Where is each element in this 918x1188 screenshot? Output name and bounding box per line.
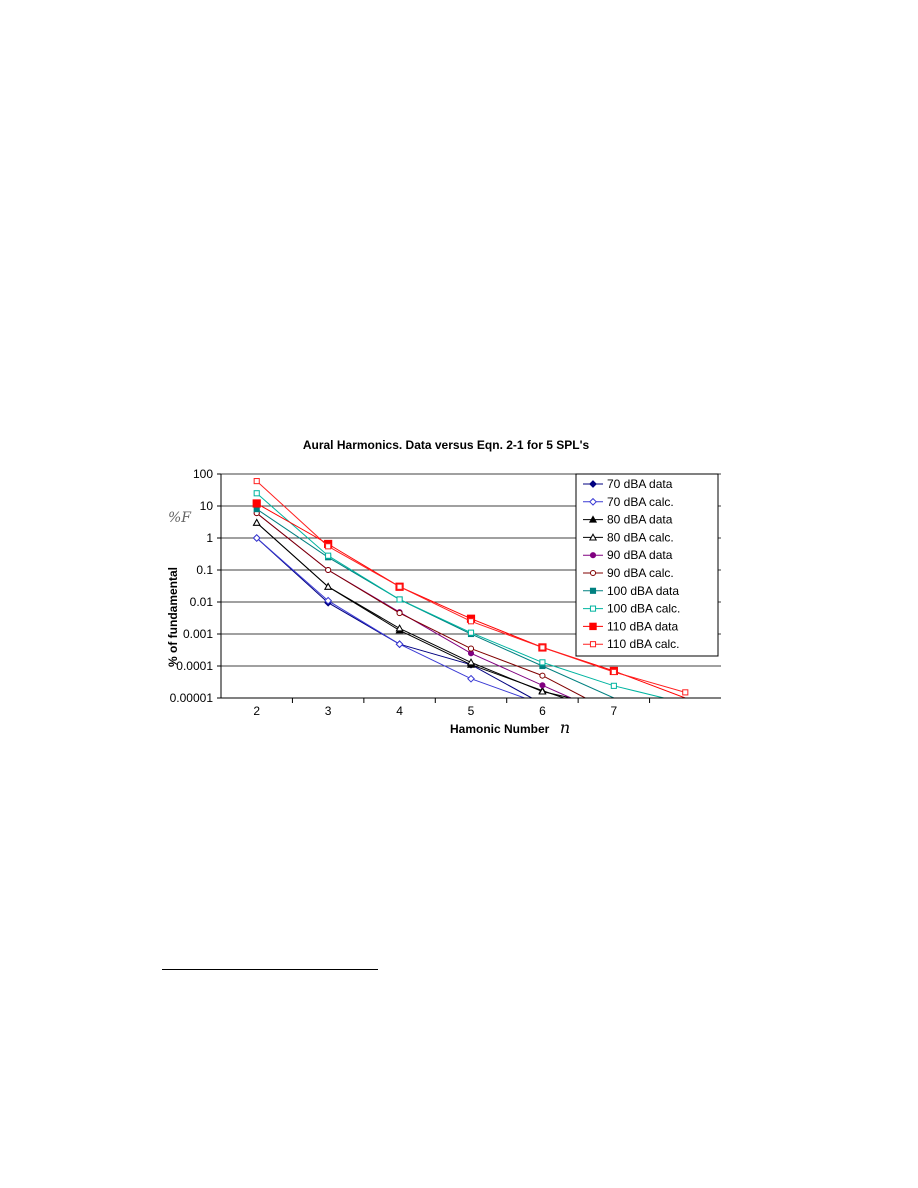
data-point — [253, 490, 260, 497]
legend-label: 90 dBA calc. — [607, 566, 674, 580]
series-70-dba-calc- — [252, 534, 525, 698]
legend-label: 80 dBA calc. — [607, 530, 674, 544]
x-tick-label: 5 — [468, 704, 475, 718]
series-100-dba-calc- — [253, 490, 665, 698]
data-point — [252, 534, 261, 542]
y-axis-variable-label: %F — [168, 510, 192, 526]
data-point — [252, 518, 261, 526]
data-point — [610, 668, 617, 676]
x-tick-label: 4 — [396, 704, 403, 718]
legend-item: 90 dBA calc. — [583, 566, 674, 580]
legend-box — [575, 473, 719, 657]
y-tick-label: 1 — [206, 531, 213, 545]
y-tick-label: 0.0001 — [176, 659, 213, 673]
data-point — [539, 644, 546, 651]
legend-label: 70 dBA data — [607, 477, 673, 491]
y-tick-label: 0.00001 — [170, 691, 214, 705]
data-point — [324, 582, 333, 590]
series-group — [252, 478, 689, 698]
data-point — [325, 566, 332, 574]
data-point — [682, 689, 689, 696]
data-point — [538, 687, 547, 695]
chart-title: Aural Harmonics. Data versus Eqn. 2-1 fo… — [303, 438, 590, 452]
legend-swatch-marker — [589, 622, 597, 631]
legend-item: 90 dBA data — [583, 548, 673, 562]
data-point — [467, 629, 475, 636]
legend-label: 110 dBA data — [607, 619, 679, 633]
data-point — [396, 610, 403, 617]
data-point — [253, 478, 260, 485]
data-point — [325, 552, 332, 559]
legend-label: 110 dBA calc. — [607, 637, 680, 651]
legend-swatch-marker — [589, 587, 597, 594]
legend-label: 100 dBA calc. — [607, 602, 680, 616]
axes — [217, 473, 721, 703]
chart-figure: Aural Harmonics. Data versus Eqn. 2-1 fo… — [160, 430, 730, 750]
data-point — [466, 658, 476, 666]
y-axis-label: % of fundamental — [166, 567, 180, 667]
data-point — [539, 672, 546, 679]
legend-item: 70 dBA data — [583, 477, 673, 491]
legend-swatch-marker — [589, 480, 597, 488]
legend-item: 80 dBA calc. — [583, 530, 674, 544]
series-line — [256, 522, 572, 698]
legend-item: 100 dBA calc. — [583, 602, 680, 616]
legend-item: 110 dBA calc. — [583, 637, 680, 651]
data-point — [395, 640, 404, 649]
x-axis-label: Hamonic Number n — [450, 718, 570, 737]
legend-swatch-marker — [588, 515, 598, 523]
series-80-dba-calc- — [252, 518, 572, 698]
data-point — [396, 583, 403, 590]
x-axis-label-text: Hamonic Number — [450, 722, 550, 736]
y-tick-label: 100 — [193, 467, 213, 481]
series-line — [256, 508, 615, 698]
legend: 70 dBA data 70 dBA calc. 80 dBA data 80 dBA… — [575, 473, 719, 657]
legend-swatch-marker — [589, 552, 597, 559]
footnote-separator — [162, 969, 378, 970]
x-tick-label: 2 — [253, 704, 260, 718]
legend-item: 110 dBA data — [583, 619, 679, 633]
legend-swatch-marker — [588, 533, 598, 541]
series-110-dba-calc- — [253, 478, 689, 696]
legend-swatch-marker — [589, 641, 597, 648]
data-point — [539, 682, 546, 689]
legend-swatch-marker — [589, 605, 597, 612]
x-tick-label: 3 — [325, 704, 332, 718]
chart-svg: Aural Harmonics. Data versus Eqn. 2-1 fo… — [166, 438, 721, 737]
y-tick-label: 0.1 — [196, 563, 213, 577]
data-point — [467, 645, 475, 652]
y-tick-label: 10 — [200, 499, 214, 513]
series-line — [256, 512, 586, 698]
data-point — [467, 674, 475, 683]
tick-labels: 100 10 1 0.1 0.01 0.001 0.0001 0.00001 2 3 4 5 6 7 — [170, 467, 618, 718]
data-point — [539, 659, 546, 666]
x-tick-label: 6 — [539, 704, 546, 718]
legend-label: 80 dBA data — [607, 513, 673, 527]
data-point — [396, 596, 403, 603]
data-point — [610, 682, 617, 689]
data-point — [325, 543, 332, 550]
legend-swatch-marker — [589, 497, 597, 506]
legend-swatch-marker — [589, 569, 597, 577]
data-point — [467, 618, 475, 625]
legend-item: 70 dBA calc. — [583, 495, 674, 509]
data-point — [324, 596, 333, 605]
legend-label: 90 dBA data — [607, 548, 673, 562]
legend-item: 100 dBA data — [583, 584, 679, 598]
data-point — [252, 499, 261, 508]
x-tick-label: 7 — [611, 704, 618, 718]
legend-label: 70 dBA calc. — [607, 495, 674, 509]
legend-item: 80 dBA data — [583, 513, 673, 527]
x-axis-variable-label: n — [560, 718, 570, 737]
y-tick-label: 0.001 — [183, 627, 213, 641]
data-point — [395, 624, 404, 632]
legend-label: 100 dBA data — [607, 584, 679, 598]
y-tick-label: 0.01 — [190, 595, 214, 609]
